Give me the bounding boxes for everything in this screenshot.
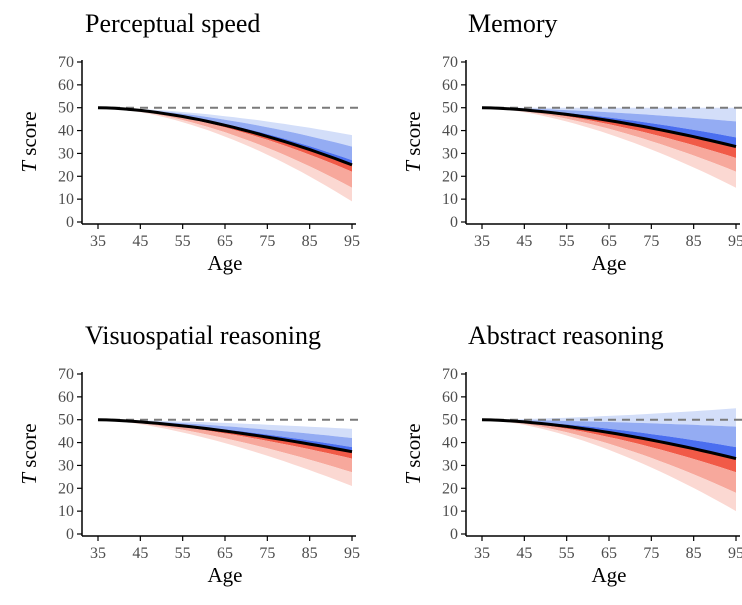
panel-title: Perceptual speed (85, 9, 260, 38)
mean-line (481, 106, 737, 149)
y-axis-label-italic: T (401, 160, 425, 173)
band-blue-middle (482, 107, 736, 138)
y-tick-label: 20 (442, 168, 458, 185)
x-tick-label: 45 (132, 545, 148, 562)
x-tick-label: 55 (175, 545, 191, 562)
y-tick-label: 70 (442, 366, 458, 383)
y-axis-label: T score (17, 423, 41, 484)
band-blue-middle (482, 419, 736, 448)
y-tick-label: 20 (442, 480, 458, 497)
mean-line (97, 106, 353, 167)
panel-title: Visuospatial reasoning (85, 321, 321, 350)
x-tick-label: 35 (474, 233, 490, 250)
y-tick-label: 70 (58, 54, 74, 71)
y-tick-label: 10 (58, 503, 74, 520)
y-axis-label-italic: T (17, 160, 41, 173)
x-tick-label: 35 (90, 233, 106, 250)
x-tick-label: 65 (601, 545, 617, 562)
y-tick-label: 0 (450, 526, 458, 543)
x-tick-label: 85 (302, 545, 318, 562)
x-tick-label: 95 (728, 545, 742, 562)
x-tick-label: 65 (217, 233, 233, 250)
y-tick-label: 10 (442, 191, 458, 208)
x-axis-label: Age (592, 251, 627, 275)
x-tick-label: 45 (516, 545, 532, 562)
x-tick-label: 35 (474, 545, 490, 562)
band-blue-outer (482, 408, 736, 427)
y-tick-label: 60 (58, 77, 74, 94)
x-tick-label: 65 (601, 233, 617, 250)
y-tick-label: 60 (442, 77, 458, 94)
mean-line (481, 418, 737, 461)
y-axis-label-rest: score (17, 423, 41, 473)
y-tick-label: 60 (442, 389, 458, 406)
x-tick-label: 75 (643, 233, 659, 250)
y-tick-label: 0 (66, 526, 74, 543)
panel-title: Memory (468, 9, 558, 38)
x-tick-label: 75 (259, 233, 275, 250)
y-tick-label: 30 (58, 145, 74, 162)
x-tick-label: 75 (259, 545, 275, 562)
y-tick-label: 20 (58, 480, 74, 497)
x-tick-label: 75 (643, 545, 659, 562)
y-tick-label: 10 (442, 503, 458, 520)
y-axis-label-rest: score (401, 423, 425, 473)
y-tick-label: 30 (442, 145, 458, 162)
x-tick-label: 45 (132, 233, 148, 250)
x-axis-label: Age (592, 563, 627, 587)
y-tick-label: 70 (58, 366, 74, 383)
x-axis-label: Age (208, 563, 243, 587)
y-tick-label: 20 (58, 168, 74, 185)
y-tick-label: 0 (66, 214, 74, 231)
y-axis-label-italic: T (401, 472, 425, 485)
band-blue-outer (98, 419, 352, 438)
y-axis-label-italic: T (17, 472, 41, 485)
y-tick-label: 60 (58, 389, 74, 406)
chart-panel-3: Visuospatial reasoning 0 10 20 30 40 50 60 70 35 4… (17, 321, 360, 587)
x-tick-label: 85 (686, 545, 702, 562)
y-tick-label: 0 (450, 214, 458, 231)
x-tick-label: 45 (516, 233, 532, 250)
y-tick-label: 40 (58, 123, 74, 140)
y-tick-label: 40 (58, 435, 74, 452)
x-tick-label: 65 (217, 545, 233, 562)
y-tick-label: 50 (442, 100, 458, 117)
mean-line (97, 418, 353, 454)
y-tick-label: 50 (58, 100, 74, 117)
x-tick-label: 55 (559, 233, 575, 250)
chart-panel-4: Abstract reasoning 0 10 20 30 40 50 60 70 35 45 55 6… (401, 321, 742, 587)
x-axis-label: Age (208, 251, 243, 275)
y-axis-label: T score (401, 423, 425, 484)
y-tick-label: 10 (58, 191, 74, 208)
y-tick-label: 50 (442, 412, 458, 429)
band-blue-middle (98, 419, 352, 448)
x-tick-label: 95 (728, 233, 742, 250)
y-axis-label: T score (401, 111, 425, 172)
x-tick-label: 95 (344, 545, 360, 562)
chart-panel-1: Perceptual speed 0 10 20 30 40 50 60 70 35 45 55 65 7… (17, 9, 360, 275)
y-tick-label: 30 (58, 457, 74, 474)
band-blue-outer (482, 107, 736, 122)
y-axis-label: T score (17, 111, 41, 172)
x-tick-label: 55 (559, 545, 575, 562)
x-tick-label: 85 (686, 233, 702, 250)
x-tick-label: 85 (302, 233, 318, 250)
x-tick-label: 95 (344, 233, 360, 250)
y-tick-label: 70 (442, 54, 458, 71)
y-tick-label: 40 (442, 123, 458, 140)
chart-panel-2: Memory 0 10 20 30 40 50 60 70 35 45 55 65 75 85 95 Age T … (401, 9, 742, 275)
band-blue-inner (482, 419, 736, 459)
y-axis-label-rest: score (401, 111, 425, 161)
x-tick-label: 35 (90, 545, 106, 562)
band-blue-outer (98, 107, 352, 147)
y-tick-label: 40 (442, 435, 458, 452)
y-tick-label: 50 (58, 412, 74, 429)
y-axis-label-rest: score (17, 111, 41, 161)
y-tick-label: 30 (442, 457, 458, 474)
x-tick-label: 55 (175, 233, 191, 250)
panel-title: Abstract reasoning (468, 321, 664, 350)
